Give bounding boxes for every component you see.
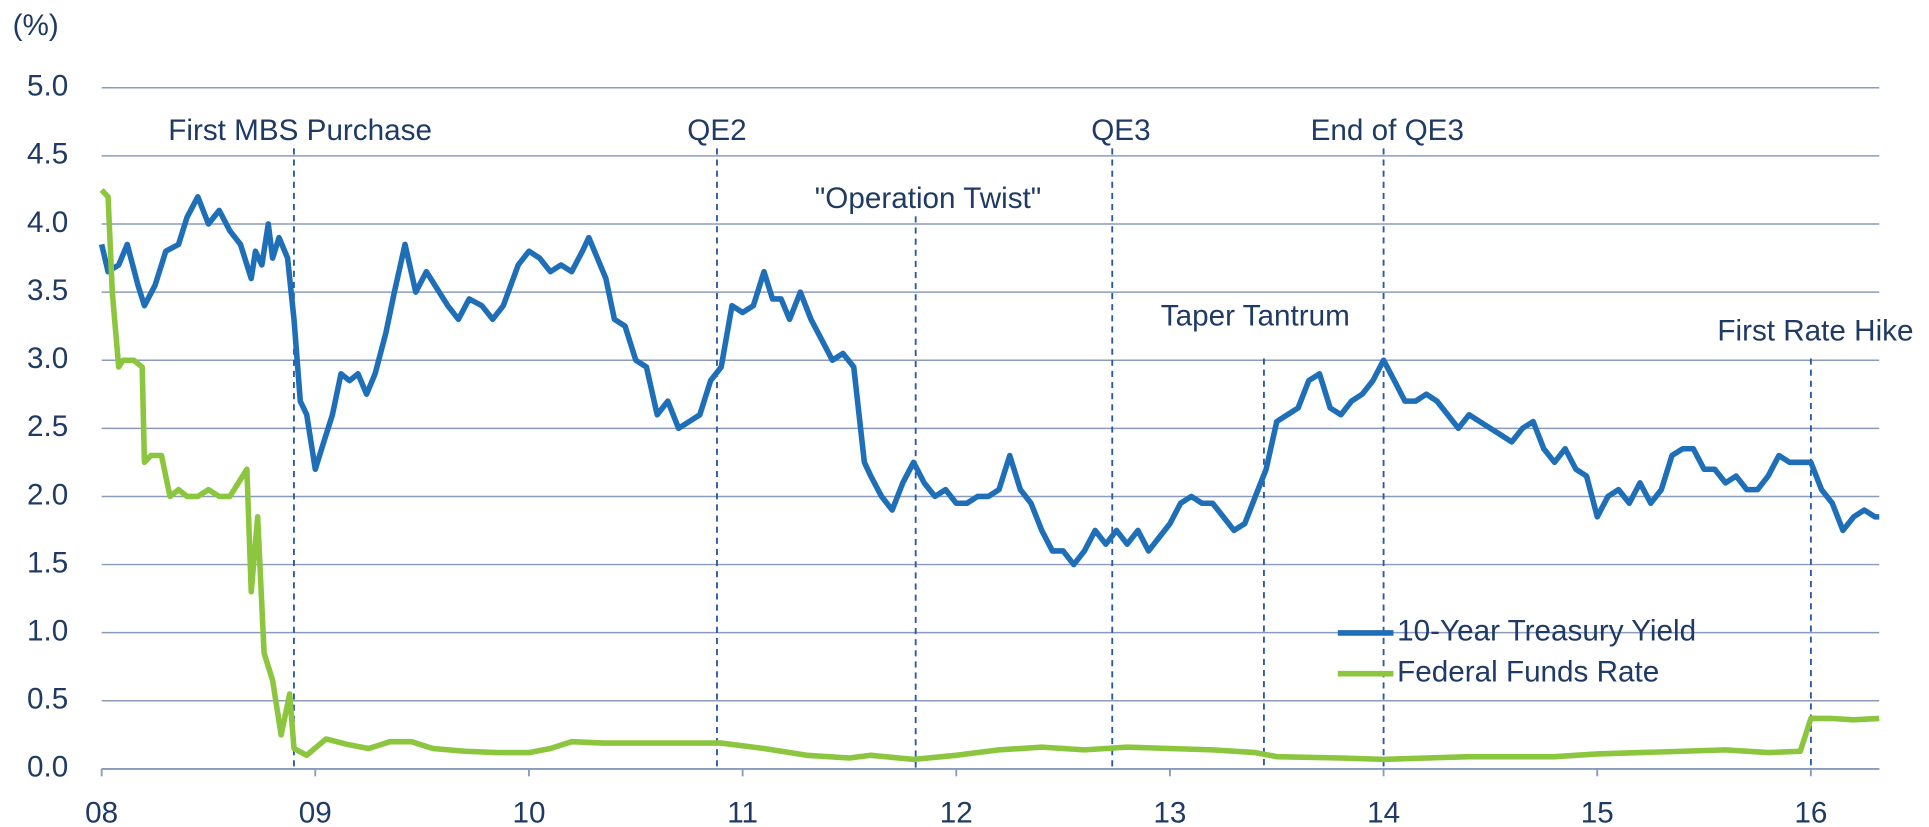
annotation: First Rate Hike <box>1717 314 1913 347</box>
y-tick-label: 1.5 <box>27 546 68 579</box>
y-tick-label: 4.0 <box>27 206 68 239</box>
x-tick-label: 12 <box>940 796 973 827</box>
x-tick-label: 16 <box>1794 796 1827 827</box>
x-tick-label: 10 <box>512 796 545 827</box>
y-tick-label: 1.0 <box>27 615 68 648</box>
x-tick-label: 11 <box>727 796 758 827</box>
annotation: QE2 <box>687 114 746 147</box>
annotation: "Operation Twist" <box>815 182 1042 215</box>
annotation: End of QE3 <box>1311 114 1464 147</box>
x-tick-label: 13 <box>1153 796 1186 827</box>
annotation: QE3 <box>1091 114 1150 147</box>
y-tick-label: 0.5 <box>27 683 68 716</box>
x-tick-label: 09 <box>299 796 332 827</box>
y-tick-label: 4.5 <box>27 138 68 171</box>
series-line <box>99 188 1880 763</box>
y-tick-label: 2.0 <box>27 478 68 511</box>
legend-label: 10-Year Treasury Yield <box>1397 615 1696 648</box>
y-tick-label: 5.0 <box>27 70 68 103</box>
y-axis-label: (%) <box>13 9 59 42</box>
y-tick-label: 0.0 <box>27 751 68 784</box>
annotation: Taper Tantrum <box>1161 300 1350 333</box>
y-tick-label: 3.5 <box>27 274 68 307</box>
x-tick-label: 08 <box>85 796 118 827</box>
y-tick-label: 2.5 <box>27 410 68 443</box>
y-tick-label: 3.0 <box>27 342 68 375</box>
legend-label: Federal Funds Rate <box>1397 656 1659 689</box>
x-tick-label: 15 <box>1581 796 1614 827</box>
x-tick-label: 14 <box>1367 796 1400 827</box>
series-line <box>98 194 1880 568</box>
annotation: First MBS Purchase <box>168 114 432 147</box>
